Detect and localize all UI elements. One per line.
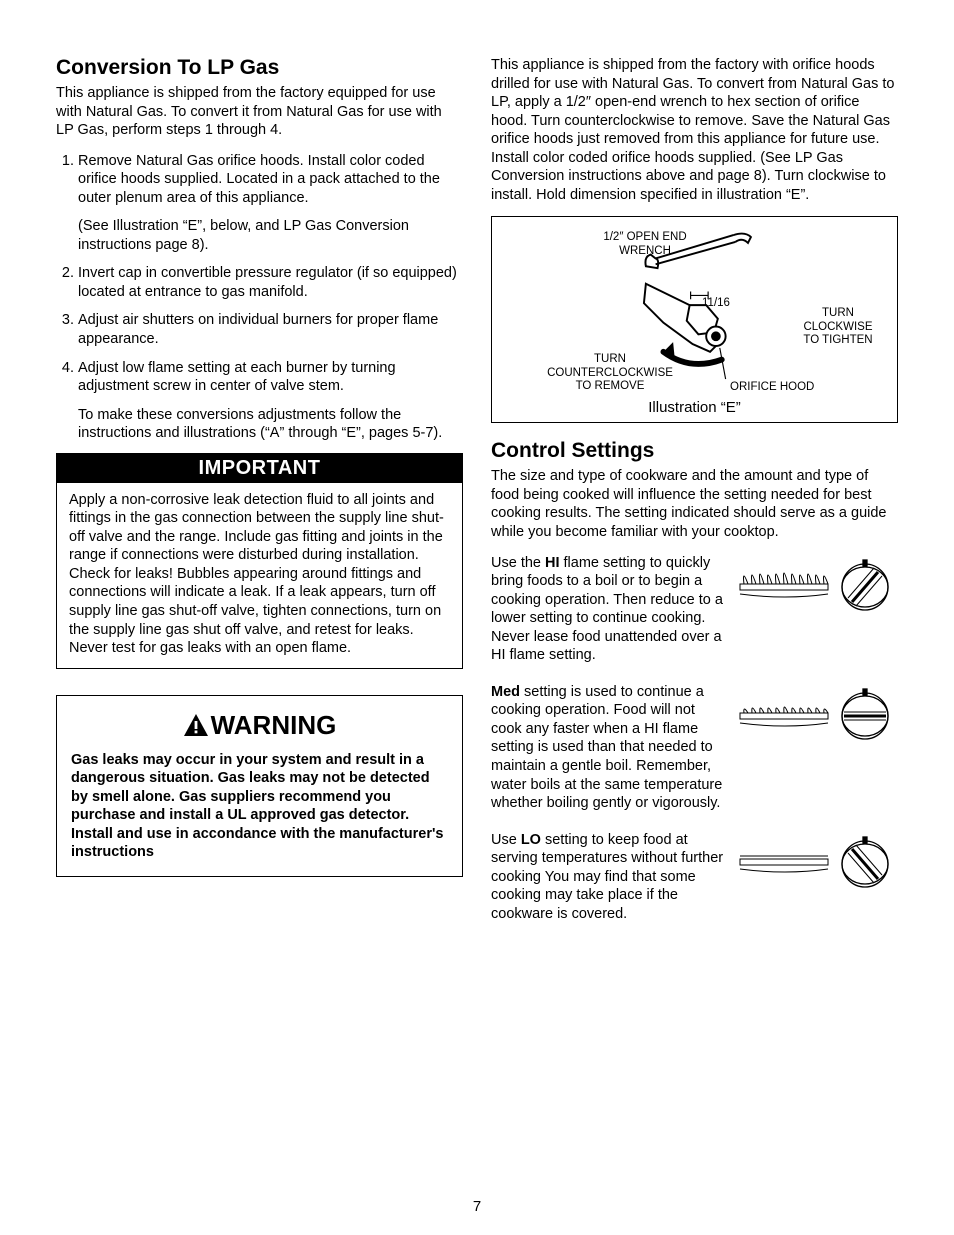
hi-prefix: Use the <box>491 555 545 571</box>
lp-intro: This appliance is shipped from the facto… <box>56 84 463 140</box>
page-number: 7 <box>56 1198 898 1215</box>
label-cw: TURNCLOCKWISETO TIGHTEN <box>793 307 883 347</box>
warning-title: WARNING <box>71 710 448 741</box>
left-column: Conversion To LP Gas This appliance is s… <box>56 56 463 1190</box>
hi-bold: HI <box>545 555 560 571</box>
hi-dial-icon <box>838 558 892 612</box>
setting-hi-text: Use the HI flame setting to quickly brin… <box>491 554 726 665</box>
important-title: IMPORTANT <box>57 454 462 483</box>
right-column: This appliance is shipped from the facto… <box>491 56 898 1190</box>
setting-lo-images <box>736 831 898 924</box>
lp-steps: Remove Natural Gas orifice hoods. Instal… <box>56 152 463 443</box>
label-wrench: 1/2″ OPEN ENDWRENCH <box>590 231 700 257</box>
warning-title-text: WARNING <box>211 710 337 740</box>
lp-step-4: Adjust low flame setting at each burner … <box>78 359 463 443</box>
lp-step-3: Adjust air shutters on individual burner… <box>78 311 463 348</box>
hi-flame-icon <box>736 558 832 598</box>
med-flame-icon <box>736 687 832 727</box>
setting-hi: Use the HI flame setting to quickly brin… <box>491 554 898 665</box>
setting-lo-text: Use LO setting to keep food at serving t… <box>491 831 726 924</box>
illustration-e: 1/2″ OPEN ENDWRENCH 11/16 TURNCLOCKWISET… <box>491 216 898 423</box>
setting-med-images <box>736 683 898 813</box>
setting-med: Med setting is used to continue a cookin… <box>491 683 898 813</box>
warning-body: Gas leaks may occur in your system and r… <box>71 751 448 862</box>
lp-step-1: Remove Natural Gas orifice hoods. Instal… <box>78 152 463 255</box>
lo-bold: LO <box>521 832 541 848</box>
lp-step-4-note: To make these conversions adjustments fo… <box>78 407 442 442</box>
lp-heading: Conversion To LP Gas <box>56 56 463 80</box>
med-dial-icon <box>838 687 892 741</box>
control-settings-heading: Control Settings <box>491 439 898 463</box>
illustration-e-caption: Illustration “E” <box>500 399 889 416</box>
setting-med-text: Med setting is used to continue a cookin… <box>491 683 726 813</box>
lo-flame-icon <box>736 835 832 875</box>
illustration-e-drawing: 1/2″ OPEN ENDWRENCH 11/16 TURNCLOCKWISET… <box>500 225 889 395</box>
med-bold: Med <box>491 684 520 700</box>
page: Conversion To LP Gas This appliance is s… <box>0 0 954 1235</box>
important-box: IMPORTANT Apply a non-corrosive leak det… <box>56 453 463 669</box>
lp-step-4-text: Adjust low flame setting at each burner … <box>78 360 396 395</box>
right-intro: This appliance is shipped from the facto… <box>491 56 898 204</box>
columns: Conversion To LP Gas This appliance is s… <box>56 56 898 1190</box>
warning-icon <box>183 713 209 737</box>
setting-lo: Use LO setting to keep food at serving t… <box>491 831 898 924</box>
lp-step-2: Invert cap in convertible pressure regul… <box>78 264 463 301</box>
lp-step-1-text: Remove Natural Gas orifice hoods. Instal… <box>78 153 440 206</box>
med-rest: setting is used to continue a cooking op… <box>491 684 722 811</box>
label-hood: ORIFICE HOOD <box>730 381 814 394</box>
cs-intro: The size and type of cookware and the am… <box>491 467 898 541</box>
label-ccw: TURNCOUNTERCLOCKWISETO REMOVE <box>540 353 680 393</box>
important-body: Apply a non-corrosive leak detection flu… <box>57 483 462 668</box>
lo-dial-icon <box>838 835 892 889</box>
setting-hi-images <box>736 554 898 665</box>
lo-prefix: Use <box>491 832 521 848</box>
lp-step-1-note: (See Illustration “E”, below, and LP Gas… <box>78 218 409 253</box>
label-dim: 11/16 <box>702 297 730 310</box>
warning-box: WARNING Gas leaks may occur in your syst… <box>56 695 463 877</box>
